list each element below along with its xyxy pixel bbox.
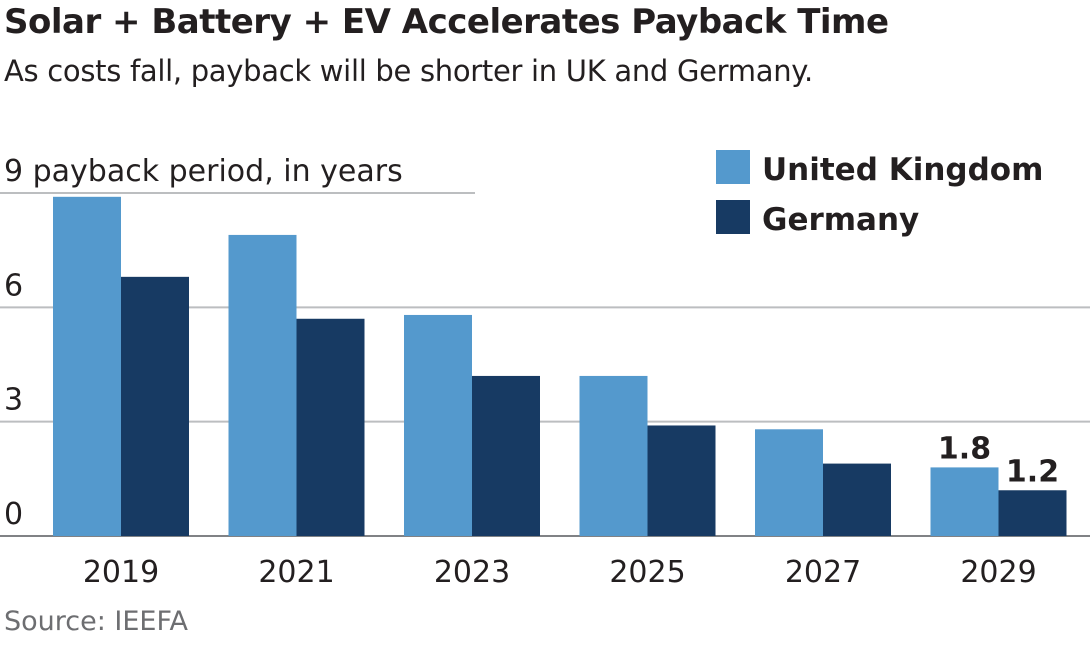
x-tick-label: 2021: [258, 555, 334, 590]
bar-germany-2029: [998, 490, 1067, 536]
source-note: Source: IEEFA: [4, 606, 189, 637]
x-tick-label: 2025: [609, 555, 685, 590]
legend-swatch: [716, 150, 750, 184]
chart-subtitle: As costs fall, payback will be shorter i…: [4, 54, 813, 88]
bar-united-kingdom-2029: [930, 467, 999, 536]
bar-germany-2023: [472, 375, 540, 536]
x-tick-label: 2027: [785, 555, 861, 590]
legend-label: United Kingdom: [762, 152, 1043, 188]
x-tick-label: 2023: [434, 555, 510, 590]
bar-united-kingdom-2023: [404, 314, 472, 536]
y-tick-label: 3: [4, 383, 23, 418]
y-axis-label: 9 payback period, in years: [4, 154, 403, 189]
bar-united-kingdom-2025: [579, 375, 648, 536]
bar-germany-2027: [823, 463, 891, 536]
bar-germany-2025: [647, 425, 716, 536]
bar-germany-2019: [121, 276, 189, 536]
x-tick-label: 2029: [960, 555, 1036, 590]
y-tick-label: 6: [4, 268, 23, 303]
data-label: 1.8: [938, 431, 991, 466]
bar-united-kingdom-2019: [53, 196, 121, 537]
data-label: 1.2: [1006, 454, 1059, 489]
bar-united-kingdom-2021: [228, 234, 297, 536]
bar-germany-2021: [296, 318, 365, 536]
chart-title: Solar + Battery + EV Accelerates Payback…: [4, 2, 889, 42]
legend-swatch: [716, 200, 750, 234]
bar-united-kingdom-2027: [755, 429, 823, 536]
x-tick-label: 2019: [83, 555, 159, 590]
legend-label: Germany: [762, 202, 919, 238]
y-tick-label: 0: [4, 497, 23, 532]
